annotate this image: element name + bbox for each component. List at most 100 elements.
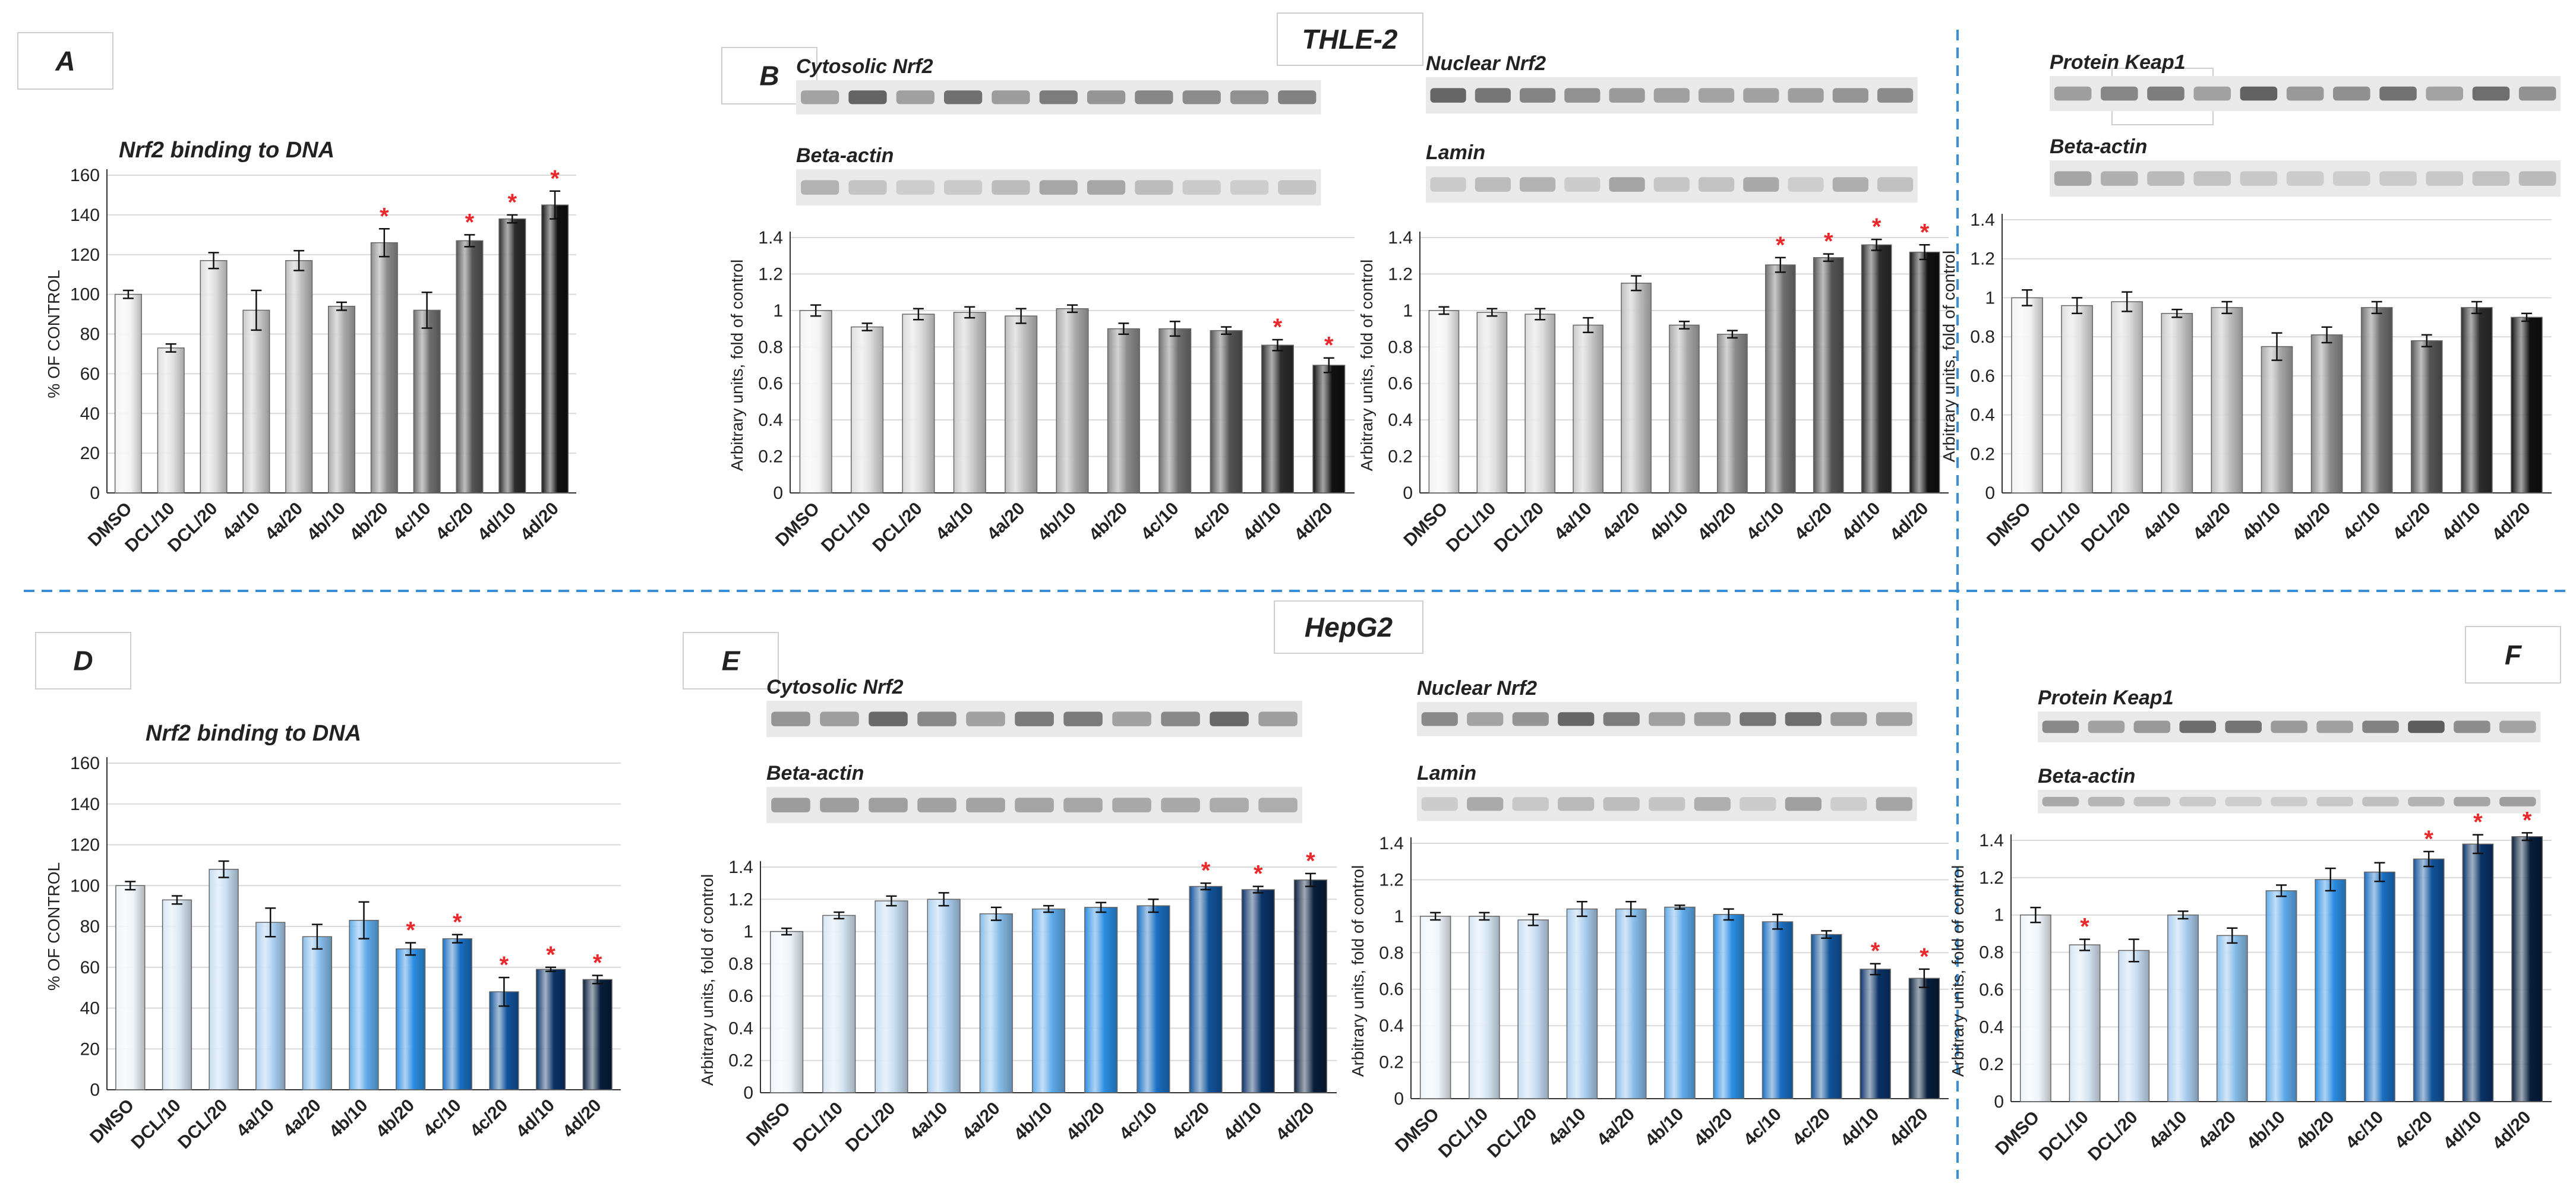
y-tick-label: 100 (70, 285, 100, 305)
y-tick-label: 20 (80, 1039, 100, 1059)
bar (200, 260, 228, 494)
bar (2261, 346, 2293, 494)
x-tick-label: 4a/20 (1593, 1105, 1639, 1150)
bar (1107, 328, 1140, 494)
y-tick-label: 0.8 (1970, 327, 1995, 347)
y-tick-label: 1.2 (1379, 870, 1404, 890)
x-tick-label: 4a/20 (279, 1096, 324, 1141)
bar (498, 218, 526, 494)
western-blot-strip (2050, 76, 2561, 112)
bar (456, 240, 484, 494)
bar (1005, 315, 1038, 494)
section-box-thle2 (1277, 12, 1423, 66)
y-tick-label: 1 (1394, 907, 1404, 926)
western-blot-strip (1426, 166, 1918, 203)
bar (2462, 843, 2494, 1102)
panel-label: E (722, 646, 741, 676)
x-tick-label: 4d/20 (1886, 499, 1933, 545)
panel-label-box (35, 632, 131, 689)
x-tick-label: 4d/10 (1220, 1099, 1266, 1145)
bar (1811, 934, 1842, 1099)
bar (2410, 340, 2443, 494)
y-axis-label: Arbitrary units, fold of control (1940, 251, 1958, 462)
y-tick-label: 1.4 (1979, 831, 2004, 850)
chart-title: Nrf2 binding to DNA (119, 138, 334, 163)
bar (1476, 312, 1508, 494)
y-tick-label: 0.8 (1388, 337, 1413, 357)
y-tick-label: 160 (70, 166, 100, 185)
bar (822, 915, 856, 1093)
x-tick-label: 4a/10 (233, 1096, 278, 1141)
x-tick-label: 4b/20 (2288, 499, 2335, 545)
x-tick-label: DCL/10 (2028, 499, 2085, 556)
bar (1908, 978, 1940, 1099)
x-tick-label: 4c/10 (2339, 499, 2384, 544)
y-tick-label: 0.8 (728, 954, 753, 974)
western-blot-strip (1417, 702, 1917, 736)
significance-star: * (1306, 848, 1315, 874)
bar (2118, 950, 2150, 1102)
panel-label-box (2465, 626, 2561, 684)
x-tick-label: 4b/10 (303, 499, 349, 545)
significance-star: * (2080, 914, 2089, 940)
panel-label-box (683, 632, 779, 689)
bar (1909, 251, 1940, 494)
bar (1761, 921, 1794, 1099)
y-axis-label: % OF CONTROL (45, 862, 63, 991)
significance-star: * (593, 950, 602, 976)
bar (1158, 328, 1192, 494)
y-axis-label: Arbitrary units, fold of control (1349, 865, 1367, 1077)
bar (489, 991, 519, 1090)
bar (1056, 308, 1089, 494)
y-tick-label: 0.2 (1379, 1053, 1404, 1073)
y-tick-label: 1.4 (758, 228, 783, 248)
bar (413, 309, 441, 494)
blot-label: Protein Keap1 (2038, 687, 2174, 709)
y-tick-label: 0.4 (758, 410, 783, 430)
y-tick-label: 1 (743, 922, 753, 942)
x-tick-label: 4c/10 (1137, 499, 1182, 544)
blot-label: Beta-actin (766, 762, 864, 785)
y-axis-label: % OF CONTROL (45, 270, 63, 398)
x-tick-label: 4b/20 (1694, 499, 1740, 545)
x-tick-label: 4d/20 (2488, 499, 2534, 545)
x-tick-label: DMSO (772, 499, 823, 551)
x-tick-label: 4a/10 (906, 1099, 951, 1144)
x-tick-label: DCL/20 (842, 1099, 899, 1156)
y-tick-label: 80 (80, 917, 100, 937)
bar (1669, 324, 1700, 494)
x-tick-label: 4c/20 (432, 499, 477, 544)
y-tick-label: 140 (70, 205, 100, 225)
bar (2413, 858, 2445, 1102)
bar (2310, 334, 2343, 494)
x-tick-label: 4c/10 (1740, 1105, 1785, 1150)
x-tick-label: 4c/10 (389, 499, 434, 544)
significance-star: * (1201, 858, 1211, 884)
y-tick-label: 60 (80, 364, 100, 384)
significance-star: * (500, 952, 509, 978)
y-tick-label: 1.2 (758, 264, 783, 284)
x-tick-label: DCL/10 (790, 1099, 847, 1156)
y-tick-label: 0 (1994, 1092, 2004, 1112)
bar (442, 938, 472, 1090)
bar (1764, 264, 1796, 494)
x-tick-label: DCL/20 (2078, 499, 2135, 556)
x-tick-label: 4b/20 (1690, 1105, 1737, 1151)
significance-star: * (1776, 232, 1785, 258)
blot-label: Nuclear Nrf2 (1417, 677, 1537, 700)
bar (1469, 916, 1500, 1099)
western-blot-strip (766, 701, 1303, 738)
y-tick-label: 0 (90, 1080, 100, 1100)
x-tick-label: 4a/10 (2145, 1108, 2190, 1153)
bar (285, 260, 313, 494)
western-blot-strip (766, 787, 1303, 824)
x-tick-label: 4d/10 (1239, 499, 1286, 545)
x-tick-label: 4b/10 (326, 1096, 372, 1142)
y-tick-label: 1.4 (1970, 210, 1995, 230)
bar (157, 347, 185, 494)
y-tick-label: 0 (773, 483, 783, 503)
bar (1293, 879, 1327, 1093)
x-tick-label: 4b/20 (1085, 499, 1132, 545)
x-tick-label: 4a/10 (1544, 1105, 1589, 1150)
